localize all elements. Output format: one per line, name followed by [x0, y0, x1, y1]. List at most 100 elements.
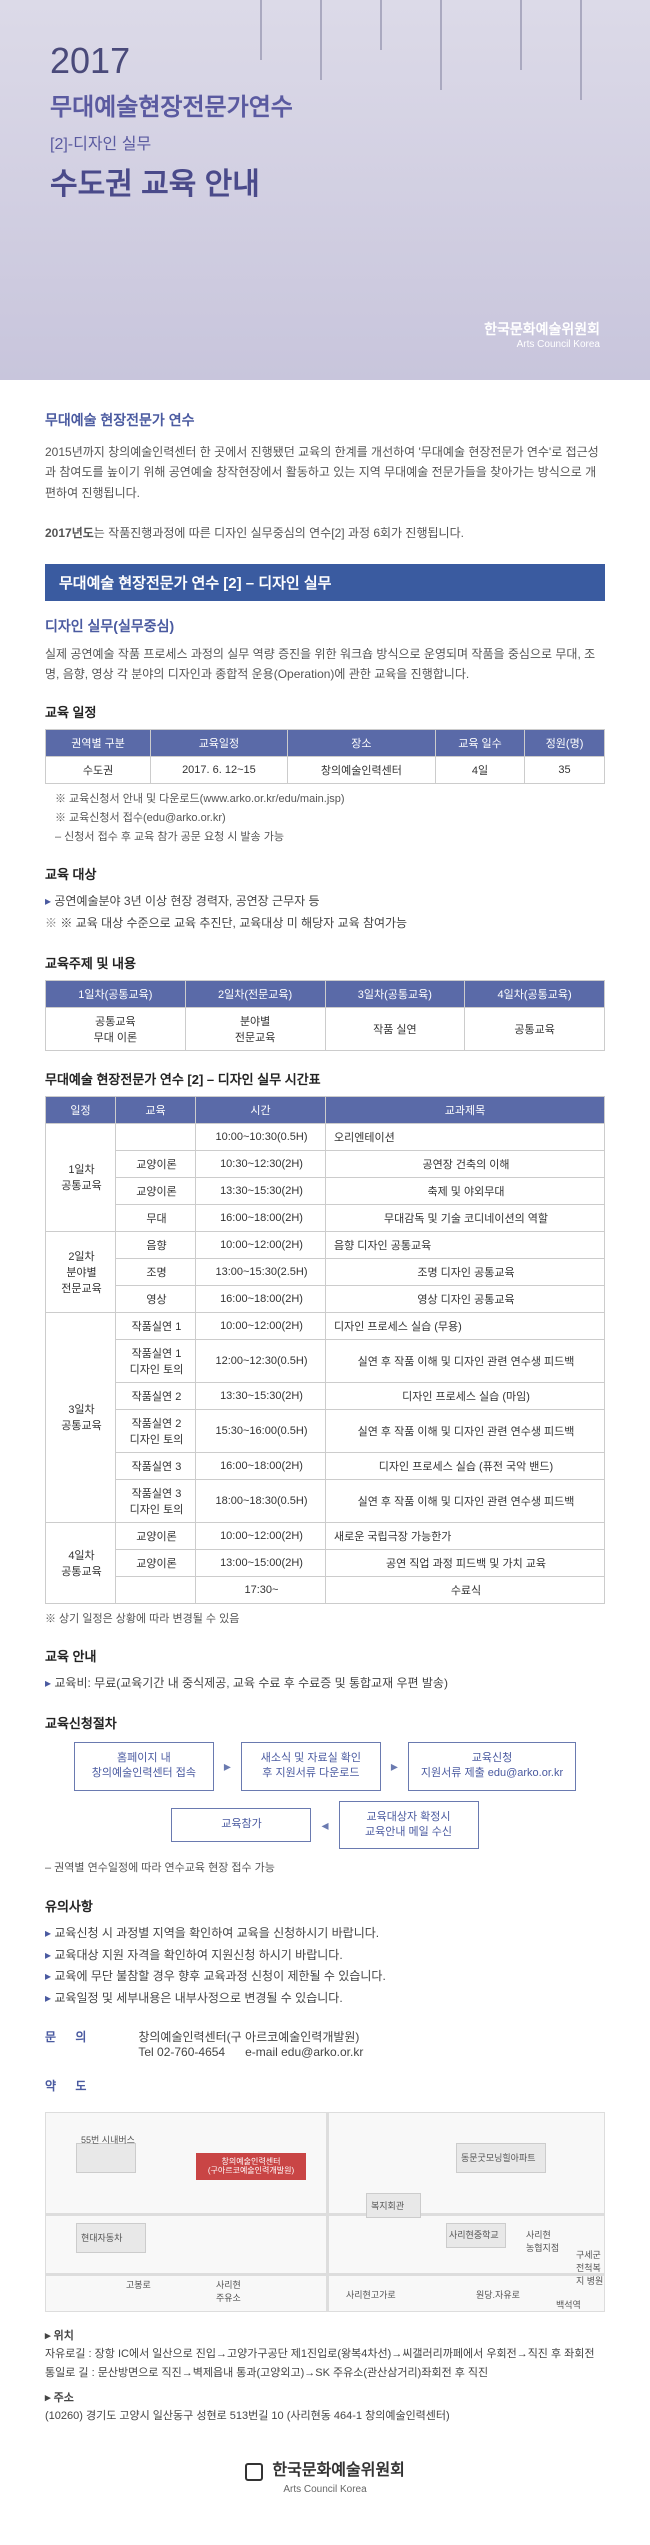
- td: 공통교육 무대 이론: [46, 1007, 186, 1050]
- td-subject: 작품실연 1 디자인 토의: [116, 1339, 196, 1382]
- flow-step-3: 교육신청 지원서류 제출 edu@arko.or.kr: [408, 1742, 576, 1791]
- target-item-note: ※ 교육 대상 수준으로 교육 추진단, 교육대상 미 해당자 교육 참여가능: [45, 913, 605, 935]
- flow-step-5: 교육대상자 확정시 교육안내 메일 수신: [339, 1801, 479, 1850]
- intro-p1: 2015년까지 창의예술인력센터 한 곳에서 진행됐던 교육의 한계를 개선하여…: [45, 442, 605, 503]
- caution-item: 교육에 무단 불참할 경우 향후 교육과정 신청이 제한될 수 있습니다.: [45, 1966, 605, 1988]
- td-time: 10:00~10:30(0.5H): [196, 1123, 326, 1150]
- header-title-main: 무대예술현장전문가연수: [50, 87, 600, 122]
- route1-label: 자유로길 :: [45, 2348, 92, 2360]
- td-subject: 작품실연 1: [116, 1312, 196, 1339]
- table-row: 작품실연 3 디자인 토의18:00~18:30(0.5H)실연 후 작품 이해…: [46, 1479, 605, 1522]
- header-subtitle: [2]-디자인 실무: [50, 130, 600, 154]
- table-row: 공통교육 무대 이론 분야별 전문교육 작품 실연 공통교육: [46, 1007, 605, 1050]
- timetable-footnote: ※ 상기 일정은 상황에 따라 변경될 수 있음: [45, 1610, 605, 1629]
- td-topic: 음향 디자인 공통교육: [326, 1231, 605, 1258]
- contact-email: edu@arko.or.kr: [281, 2045, 363, 2059]
- table-row: 1일차 공통교육10:00~10:30(0.5H)오리엔테이션: [46, 1123, 605, 1150]
- footer-logo-kr: 한국문화예술위원회: [272, 2462, 404, 2479]
- map-text-gobong: 고봉로: [126, 2278, 151, 2291]
- th: 1일차(공통교육): [46, 980, 186, 1007]
- topics-heading: 교육주제 및 내용: [45, 953, 605, 972]
- section-bar: 무대예술 현장전문가 연수 [2] – 디자인 실무: [45, 564, 605, 601]
- timetable-heading: 무대예술 현장전문가 연수 [2] – 디자인 실무 시간표: [45, 1069, 605, 1088]
- td-subject: 작품실연 3 디자인 토의: [116, 1479, 196, 1522]
- map-text-wondang: 원당.자유로: [476, 2288, 520, 2301]
- th: 3일차(공통교육): [325, 980, 465, 1007]
- schedule-heading: 교육 일정: [45, 702, 605, 721]
- td-topic: 오리엔테이션: [326, 1123, 605, 1150]
- td-topic: 실연 후 작품 이해 및 디자인 관련 연수생 피드백: [326, 1339, 605, 1382]
- td-time: 12:00~12:30(0.5H): [196, 1339, 326, 1382]
- guide-heading: 교육 안내: [45, 1646, 605, 1665]
- table-row: 무대16:00~18:00(2H)무대감독 및 기술 코디네이션의 역할: [46, 1204, 605, 1231]
- map-label: 약 도: [45, 2077, 135, 2094]
- td: 수도권: [46, 757, 151, 784]
- td-topic: 디자인 프로세스 실습 (마임): [326, 1382, 605, 1409]
- timetable: 일정 교육 시간 교과제목 1일차 공통교육10:00~10:30(0.5H)오…: [45, 1096, 605, 1604]
- route2-label: 통일로 길 :: [45, 2367, 95, 2379]
- footer-logo: 한국문화예술위원회 Arts Council Korea: [45, 2456, 605, 2495]
- header-banner: 2017 무대예술현장전문가연수 [2]-디자인 실무 수도권 교육 안내 한국…: [0, 0, 650, 380]
- apply-note: – 권역별 연수일정에 따라 연수교육 현장 접수 가능: [45, 1859, 605, 1878]
- arrow-icon: ▸: [391, 1758, 398, 1775]
- td-topic: 실연 후 작품 이해 및 디자인 관련 연수생 피드백: [326, 1479, 605, 1522]
- caution-item: 교육일정 및 세부내용은 내부사정으로 변경될 수 있습니다.: [45, 1988, 605, 2010]
- location-heading-text: 위치: [54, 2330, 74, 2342]
- td-time: 13:00~15:00(2H): [196, 1549, 326, 1576]
- map-text-hyundai: 현대자동차: [81, 2231, 122, 2244]
- table-row: 17:30~수료식: [46, 1576, 605, 1603]
- intro-p2-prefix: 2017년도: [45, 526, 94, 540]
- table-row: 4일차 공통교육교양이론10:00~12:00(2H)새로운 국립극장 가능한가: [46, 1522, 605, 1549]
- apply-heading: 교육신청절차: [45, 1713, 605, 1732]
- td-time: 10:00~12:00(2H): [196, 1522, 326, 1549]
- schedule-note: ※ 교육신청서 안내 및 다운로드(www.arko.or.kr/edu/mai…: [45, 790, 605, 809]
- td-topic: 새로운 국립극장 가능한가: [326, 1522, 605, 1549]
- address-text: (10260) 경기도 고양시 일산동구 성현로 513번길 10 (사리현동 …: [45, 2407, 605, 2426]
- schedule-note: – 신청서 접수 후 교육 참가 공문 요청 시 발송 가능: [45, 828, 605, 847]
- td-subject: 작품실연 3: [116, 1452, 196, 1479]
- td-subject: 교양이론: [116, 1549, 196, 1576]
- map-text-sarijung: 사리현중학교: [449, 2228, 499, 2241]
- td-time: 15:30~16:00(0.5H): [196, 1409, 326, 1452]
- contact-tel-label: Tel: [138, 2045, 153, 2059]
- th: 교육일정: [151, 730, 288, 757]
- caution-item: 교육신청 시 과정별 지역을 확인하여 교육을 신청하시기 바랍니다.: [45, 1923, 605, 1945]
- intro-heading: 무대예술 현장전문가 연수: [45, 410, 605, 430]
- table-row: 작품실연 1 디자인 토의12:00~12:30(0.5H)실연 후 작품 이해…: [46, 1339, 605, 1382]
- th: 권역별 구분: [46, 730, 151, 757]
- schedule-note: ※ 교육신청서 접수(edu@arko.or.kr): [45, 809, 605, 828]
- address-heading-text: 주소: [54, 2392, 74, 2404]
- td-time: 16:00~18:00(2H): [196, 1204, 326, 1231]
- th: 정원(명): [525, 730, 605, 757]
- th: 2일차(전문교육): [185, 980, 325, 1007]
- td-topic: 디자인 프로세스 실습 (퓨전 국악 밴드): [326, 1452, 605, 1479]
- target-heading: 교육 대상: [45, 864, 605, 883]
- contact-block: 문 의 창의예술인력센터(구 아르코예술인력개발원) Tel 02-760-46…: [45, 2028, 605, 2059]
- td-time: 17:30~: [196, 1576, 326, 1603]
- td-topic: 실연 후 작품 이해 및 디자인 관련 연수생 피드백: [326, 1409, 605, 1452]
- td-subject: 영상: [116, 1285, 196, 1312]
- table-row: 작품실연 2 디자인 토의15:30~16:00(0.5H)실연 후 작품 이해…: [46, 1409, 605, 1452]
- map-text-sarigogae: 사리현고가로: [346, 2288, 396, 2301]
- td: 작품 실연: [325, 1007, 465, 1050]
- table-row: 교양이론13:00~15:00(2H)공연 직업 과정 피드백 및 가치 교육: [46, 1549, 605, 1576]
- map-text-dongmun: 동문굿모닝힐아파트: [461, 2151, 536, 2164]
- flow-step-2: 새소식 및 자료실 확인 후 지원서류 다운로드: [241, 1742, 381, 1791]
- table-header-row: 1일차(공통교육) 2일차(전문교육) 3일차(공통교육) 4일차(공통교육): [46, 980, 605, 1007]
- table-row: 3일차 공통교육작품실연 110:00~12:00(2H)디자인 프로세스 실습…: [46, 1312, 605, 1339]
- map-text-bokji: 복지회관: [371, 2199, 404, 2212]
- caution-item: 교육대상 지원 자격을 확인하여 지원신청 하시기 바랍니다.: [45, 1945, 605, 1967]
- td-subject: 교양이론: [116, 1150, 196, 1177]
- th: 시간: [196, 1096, 326, 1123]
- route2: 통일로 길 : 문산방면으로 직진→벽제읍내 통과(고양외고)→SK 주유소(관…: [45, 2364, 605, 2383]
- td: 35: [525, 757, 605, 784]
- header-logo-en: Arts Council Korea: [484, 339, 600, 350]
- schedule-notes: ※ 교육신청서 안내 및 다운로드(www.arko.or.kr/edu/mai…: [45, 790, 605, 846]
- td-topic: 축제 및 야외무대: [326, 1177, 605, 1204]
- td-day: 1일차 공통교육: [46, 1123, 116, 1231]
- td-topic: 공연 직업 과정 피드백 및 가치 교육: [326, 1549, 605, 1576]
- map-text-baekseok: 백석역: [556, 2298, 581, 2311]
- flow-step-4: 교육참가: [171, 1808, 311, 1841]
- th: 4일차(공통교육): [465, 980, 605, 1007]
- td: 공통교육: [465, 1007, 605, 1050]
